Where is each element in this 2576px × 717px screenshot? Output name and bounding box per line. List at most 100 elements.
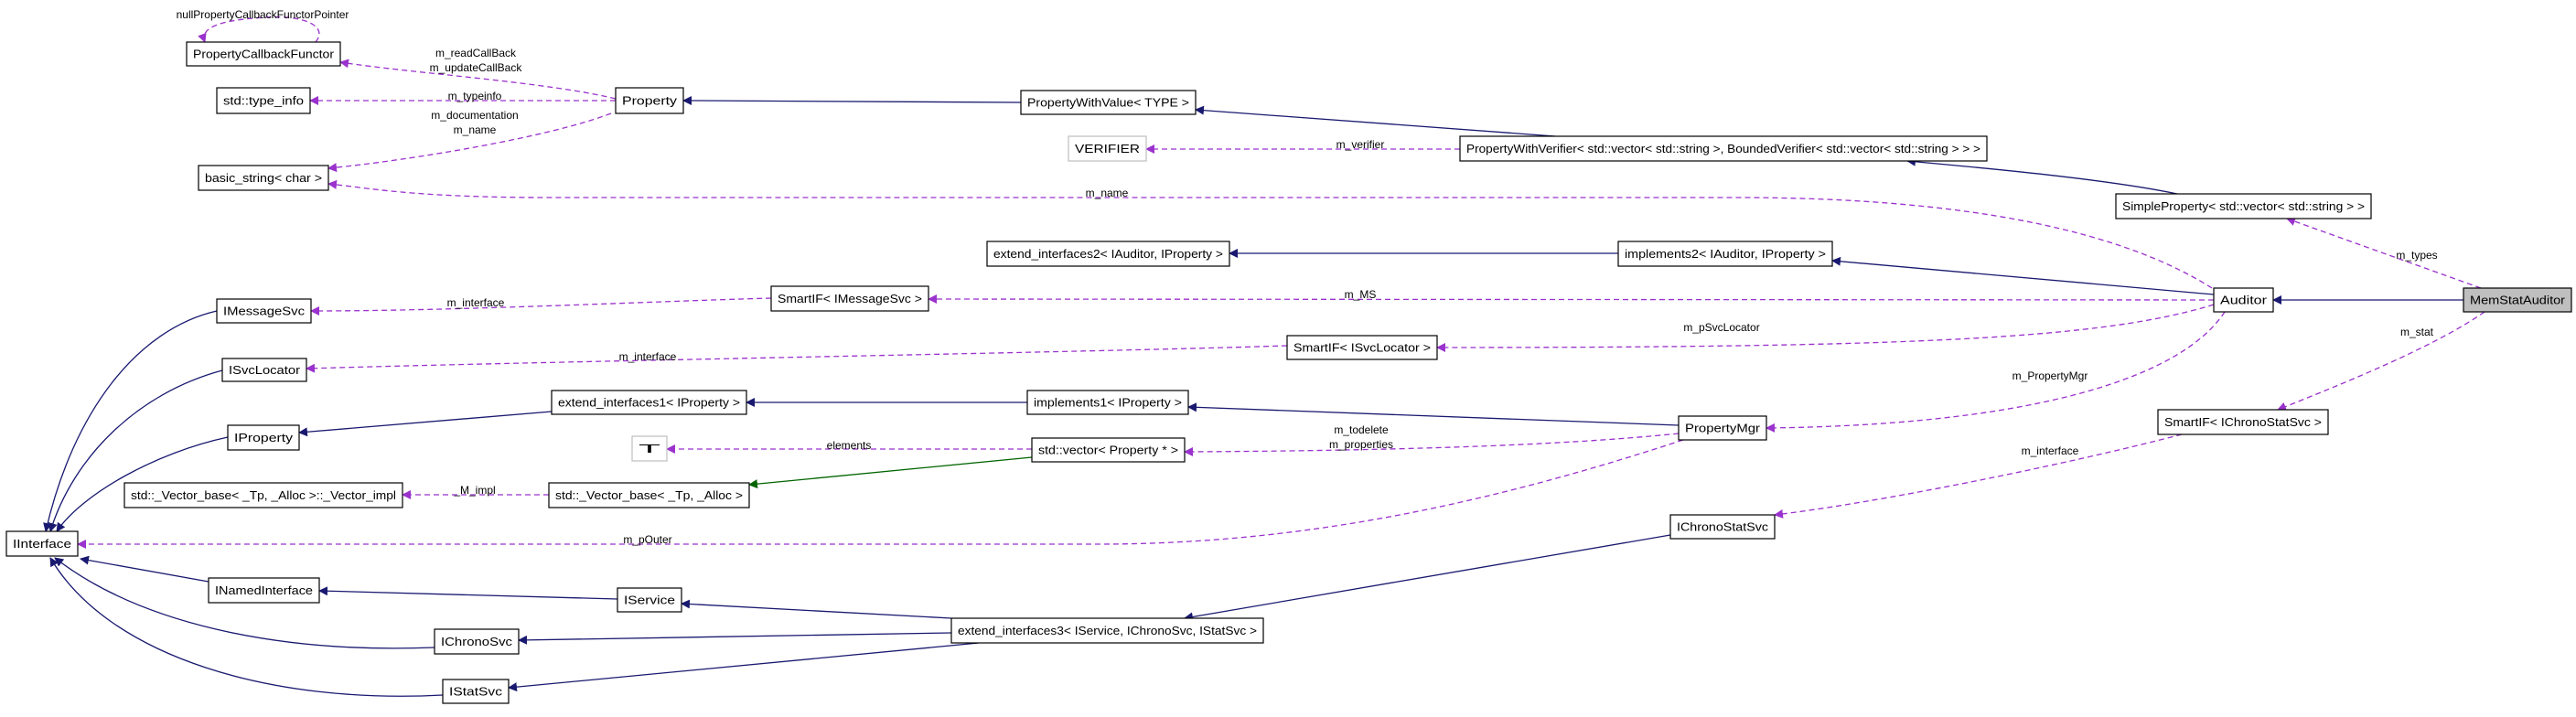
class-node-label: extend_interfaces2< IAuditor, IProperty … [993,248,1223,261]
class-node-label: std::type_info [223,95,304,108]
class-node-vimpl[interactable]: std::_Vector_base< _Tp, _Alloc >::_Vecto… [123,482,403,508]
edge-ichrono-to-iinterface [54,557,435,649]
edge-label: m_typeinfo [448,90,502,102]
class-node-iprop[interactable]: IProperty [227,424,300,451]
class-node-pwv[interactable]: PropertyWithValue< TYPE > [1020,90,1197,115]
edge-auditor-to-smartmsg [928,294,2215,305]
edge-property-to-pcf [339,59,617,100]
class-node-box [442,679,510,704]
edge-label: m_MS [1345,288,1377,301]
edge-labels-layer: nullPropertyCallbackFunctorPointer m_read… [177,8,2438,546]
class-node-T[interactable]: T [631,435,668,462]
class-node-box [123,482,403,508]
edge-label: _M_impl [453,484,495,497]
class-node-istat[interactable]: IStatSvc [442,679,510,704]
edge-ext3-to-iservice [681,599,952,619]
class-node-box [1459,135,1988,162]
class-node-box [221,358,307,382]
class-node-auditor[interactable]: Auditor [2213,287,2274,313]
class-node-property[interactable]: Property [615,87,684,114]
edge-label: m_interface [2022,444,2079,457]
class-node-isvcloc[interactable]: ISvcLocator [221,358,307,382]
edge-pcf-to-pcf [198,16,320,43]
edge-simpleprop-to-pwverif [1906,156,2178,195]
class-node-box [216,298,312,324]
class-node-ext1[interactable]: extend_interfaces1< IProperty > [551,390,747,415]
class-node-label: IMessageSvc [223,305,305,318]
class-node-box [631,435,668,462]
edge-imsg-to-iinterface [43,310,218,532]
class-node-box [770,285,929,312]
class-node-iservice[interactable]: IService [617,587,682,613]
class-node-impl2[interactable]: implements2< IAuditor, IProperty > [1617,241,1833,267]
edge-label: elements [827,439,872,452]
class-node-label: IInterface [13,538,71,551]
class-node-simpleprop[interactable]: SimpleProperty< std::vector< std::string… [2115,193,2372,219]
class-node-label: SmartIF< ISvcLocator > [1293,342,1431,355]
edge-iprop-to-iinterface [56,436,229,532]
class-node-label: SmartIF< IMessageSvc > [778,293,922,305]
class-node-box [1026,390,1189,415]
class-node-label: PropertyMgr [1685,423,1760,435]
class-node-box [2213,287,2274,313]
class-node-box [1068,135,1147,162]
class-node-memstat[interactable]: MemStatAuditor [2463,287,2572,313]
class-node-smartchrono[interactable]: SmartIF< IChronoStatSvc > [2157,409,2329,435]
class-node-label: std::_Vector_base< _Tp, _Alloc >::_Vecto… [131,489,396,502]
edge-label: m_name [1086,187,1129,199]
class-node-label: INamedInterface [215,584,313,597]
class-node-vecprop[interactable]: std::vector< Property * > [1031,437,1186,463]
class-node-pwverif[interactable]: PropertyWithVerifier< std::vector< std::… [1459,135,1988,162]
class-node-ichrono[interactable]: IChronoSvc [434,628,520,655]
class-node-impl1[interactable]: implements1< IProperty > [1026,390,1189,415]
class-node-iinterface[interactable]: IInterface [5,530,79,557]
class-node-box [227,424,300,451]
edge-iservice-to-inamed [318,586,618,600]
class-node-inamed[interactable]: INamedInterface [208,577,320,604]
class-node-box [1617,241,1833,267]
edge-label: m_documentation [431,109,518,122]
class-node-box [2463,287,2572,313]
class-node-label: PropertyCallbackFunctor [193,48,334,61]
class-node-label: Property [622,95,678,108]
class-node-box [950,617,1264,644]
edge-pwverif-to-pwv [1195,105,1556,137]
edge-ext3-to-ichrono [518,632,952,645]
edge-inamed-to-iinterface [80,555,209,583]
class-node-typeinfo[interactable]: std::type_info [216,87,311,114]
class-node-label: PropertyWithVerifier< std::vector< std::… [1466,143,1980,155]
class-node-box [434,628,520,655]
class-node-label: extend_interfaces1< IProperty > [558,397,740,410]
edge-label: m_pSvcLocator [1683,321,1759,334]
class-node-ichronostat[interactable]: IChronoStatSvc [1669,514,1776,540]
edge-auditor-to-smartsvc [1436,304,2215,352]
class-node-propmgr[interactable]: PropertyMgr [1678,415,1767,441]
class-node-box [216,87,311,114]
class-node-box [617,587,682,613]
class-node-vbase[interactable]: std::_Vector_base< _Tp, _Alloc > [548,482,750,508]
class-node-imsg[interactable]: IMessageSvc [216,298,312,324]
class-node-label: std::vector< Property * > [1038,444,1178,457]
edge-memstat-to-smartchrono [2277,311,2485,412]
class-node-verifier[interactable]: VERIFIER [1068,135,1147,162]
edge-smartchrono-to-ichronostat [1774,433,2183,519]
class-node-box [615,87,684,114]
class-node-box [198,165,329,191]
edge-auditor-to-basicstr [327,179,2213,289]
edge-property-to-basicstr [327,112,612,173]
class-node-smartsvc[interactable]: SmartIF< ISvcLocator > [1286,335,1438,360]
edge-pwv-to-property [682,96,1022,106]
class-node-box [5,530,79,557]
class-node-label: std::_Vector_base< _Tp, _Alloc > [555,489,743,502]
class-node-pcf[interactable]: PropertyCallbackFunctor [186,41,341,67]
class-node-ext3[interactable]: extend_interfaces3< IService, IChronoSvc… [950,617,1264,644]
edge-label: m_pOuter [623,533,671,546]
class-node-box [186,41,341,67]
edges-layer [43,16,2485,697]
class-node-ext2[interactable]: extend_interfaces2< IAuditor, IProperty … [986,241,1230,267]
class-node-basicstr[interactable]: basic_string< char > [198,165,329,191]
class-node-box [2115,193,2372,219]
edge-label: m_name [454,123,497,136]
class-node-label: implements1< IProperty > [1034,397,1182,410]
class-node-smartmsg[interactable]: SmartIF< IMessageSvc > [770,285,929,312]
